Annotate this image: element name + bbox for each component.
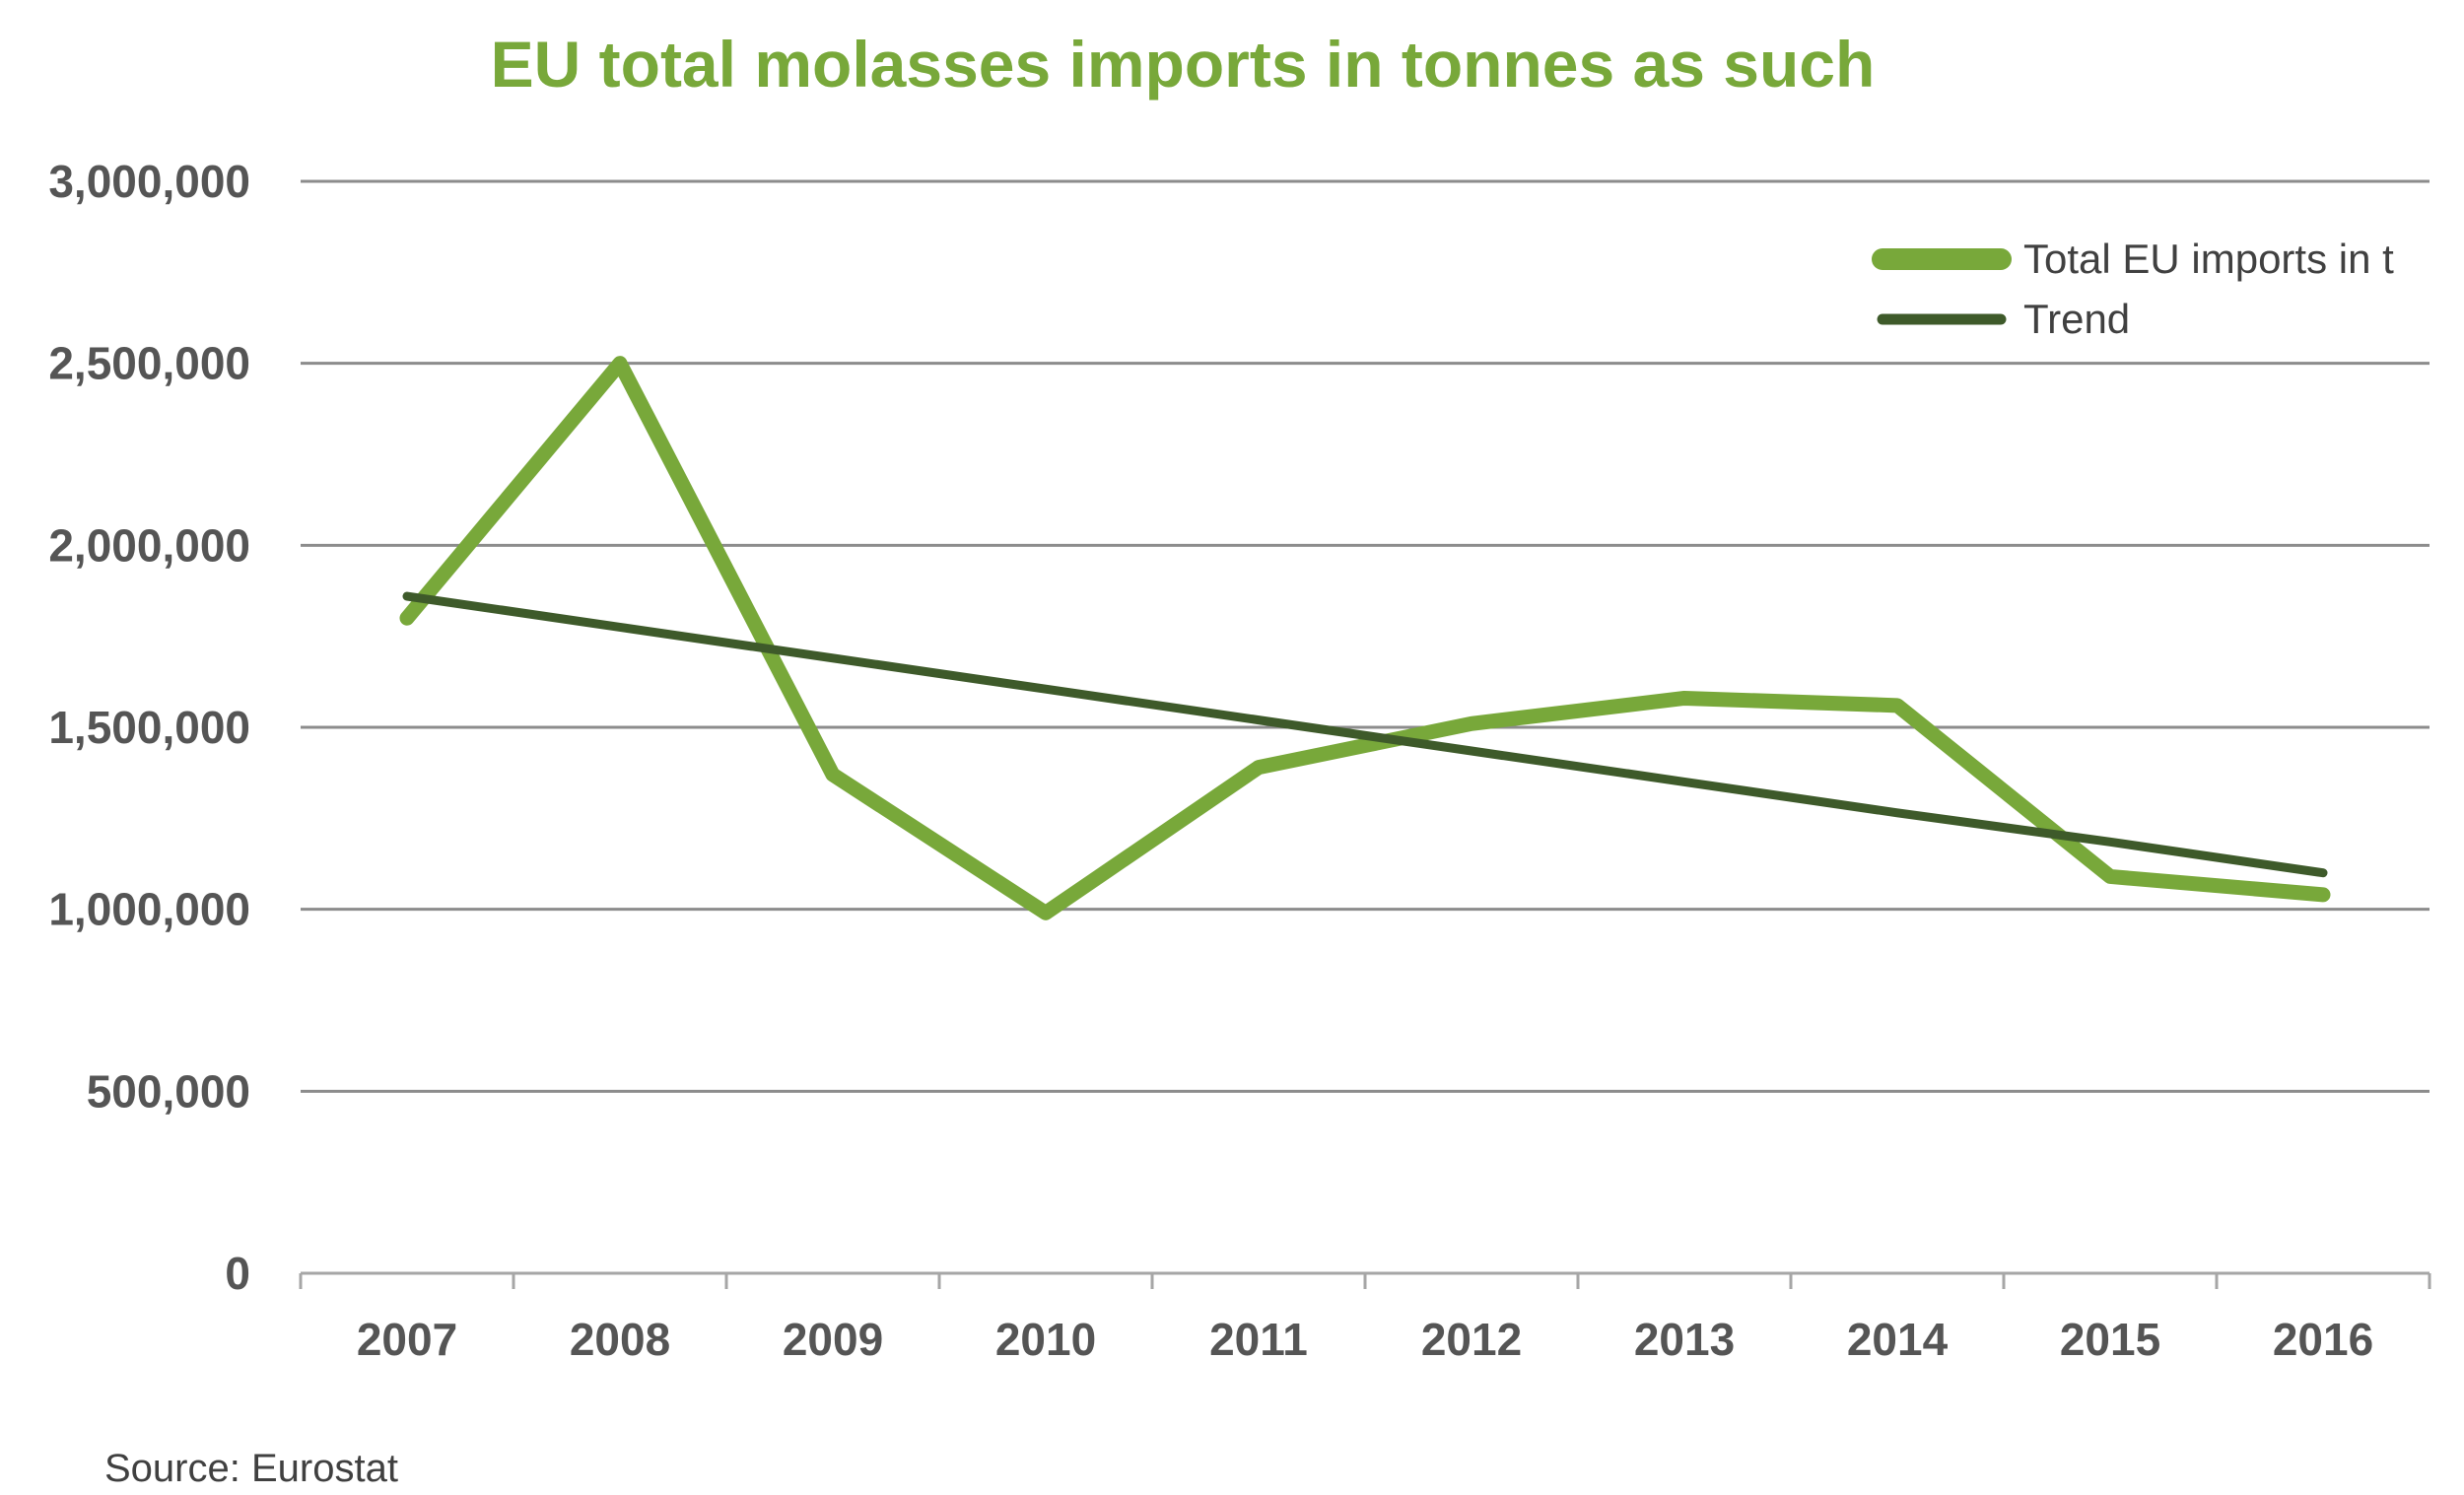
y-tick-label: 1,500,000 [48,702,250,753]
y-tick-label: 2,000,000 [48,519,250,571]
x-tick-label: 2014 [1847,1314,1949,1365]
y-tick-label: 1,000,000 [48,884,250,935]
x-tick-label: 2009 [783,1314,883,1365]
series-line-total-imports [399,356,2331,920]
x-tick-label: 2010 [995,1314,1096,1365]
y-axis-tick-labels: 0 500,000 1,000,000 1,500,000 2,000,000 2,500… [48,156,250,1299]
gridlines [301,179,2430,1093]
legend-label-total-imports: Total EU imports in t [2023,236,2394,282]
x-tick-label: 2011 [1209,1314,1308,1365]
chart-title: EU total molasses imports in tonnes as s… [491,28,1876,101]
y-tick-label: 2,500,000 [48,338,250,389]
x-axis [299,1271,2431,1289]
x-tick-label: 2015 [2060,1314,2160,1365]
x-tick-label: 2016 [2273,1314,2373,1365]
source-note: Source: Eurostat [104,1447,398,1490]
y-tick-label: 3,000,000 [48,156,250,207]
legend-label-trend: Trend [2023,296,2130,342]
x-tick-label: 2007 [357,1314,457,1365]
x-axis-tick-labels: 2007 2008 2009 2010 2011 2012 2013 2014 2015 2016 [357,1314,2373,1365]
legend: Total EU imports in t Trend [1872,236,2394,342]
x-tick-label: 2012 [1421,1314,1522,1365]
x-tick-label: 2008 [570,1314,670,1365]
y-tick-label: 0 [225,1248,250,1299]
x-tick-label: 2013 [1634,1314,1735,1365]
series-lines [399,356,2331,920]
y-tick-label: 500,000 [87,1065,250,1117]
series-line-trend [402,591,2328,878]
